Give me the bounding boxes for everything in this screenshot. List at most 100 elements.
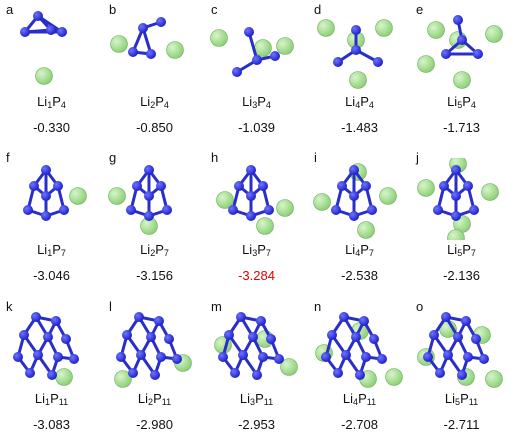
formula-p-n: 4	[368, 100, 374, 110]
cluster-formula: Li2P7	[103, 242, 206, 258]
formula-p: P	[155, 94, 164, 109]
cluster-formula: Li4P7	[308, 242, 411, 258]
phosphorus-atom	[252, 370, 262, 380]
panel-a: a Li1P4 -0.330	[0, 0, 103, 148]
binding-energy-value: -2.980	[136, 417, 173, 432]
lithium-atom	[280, 358, 298, 376]
formula-li-n: 5	[457, 100, 463, 110]
lithium-atom	[114, 370, 132, 388]
lithium-atom	[417, 179, 435, 197]
cluster-formula: Li2P4	[103, 94, 206, 110]
phosphorus-atom	[47, 370, 57, 380]
cluster-formula: Li1P11	[0, 391, 103, 407]
phosphorus-atom	[126, 205, 136, 215]
phosphorus-atom	[451, 191, 461, 201]
formula-p: P	[257, 242, 266, 257]
lithium-atom	[276, 37, 294, 55]
lithium-atom	[485, 370, 503, 388]
panel-n: n Li4P11 -2.708	[308, 297, 411, 445]
formula-li-n: 3	[252, 248, 258, 258]
formula-li-n: 1	[47, 100, 53, 110]
formula-li: Li	[34, 391, 46, 406]
binding-energy-value: -3.284	[238, 268, 275, 283]
phosphorus-atom	[457, 370, 467, 380]
formula-p-n: 11	[58, 397, 69, 407]
lithium-atom	[417, 55, 435, 73]
formula-p: P	[460, 391, 469, 406]
panel-letter: o	[416, 299, 424, 314]
phosphorus-atom	[144, 165, 154, 175]
panel-letter: g	[109, 150, 117, 165]
panel-h: h Li3P7 -3.284	[205, 148, 308, 296]
cluster-formula: Li3P11	[205, 391, 308, 407]
formula-p: P	[155, 242, 164, 257]
formula-p-n: 7	[368, 248, 374, 258]
cluster-formula: Li1P7	[0, 242, 103, 258]
panel-d: d Li4P4 -1.483	[308, 0, 411, 148]
panel-k: k Li1P11 -3.083	[0, 297, 103, 445]
binding-energy-value: -3.046	[33, 268, 70, 283]
formula-li: Li	[140, 242, 151, 257]
phosphorus-atom	[23, 205, 33, 215]
phosphorus-atom	[25, 368, 35, 378]
formula-p: P	[50, 391, 59, 406]
phosphorus-atom	[164, 334, 174, 344]
lithium-atom	[313, 193, 331, 211]
phosphorus-atom	[337, 181, 347, 191]
cluster-formula: Li3P4	[205, 94, 308, 110]
formula-li: Li	[37, 242, 48, 257]
lithium-atom	[375, 19, 393, 37]
panel-b: b Li2P4 -0.850	[103, 0, 206, 148]
lithium-atom	[69, 187, 87, 205]
lithium-atom	[256, 217, 274, 235]
formula-p: P	[257, 94, 266, 109]
lithium-atom	[55, 368, 73, 386]
phosphorus-atom	[252, 55, 262, 65]
phosphorus-atom	[341, 350, 351, 360]
phosphorus-atom	[373, 57, 383, 67]
panel-letter: i	[314, 150, 317, 165]
binding-energy-value: -0.850	[136, 120, 173, 135]
phosphorus-atom	[132, 181, 142, 191]
cluster-formula: Li4P11	[308, 391, 411, 407]
phosphorus-atom	[270, 51, 280, 61]
formula-p-n: 7	[163, 248, 169, 258]
panel-letter: b	[109, 2, 117, 17]
lithium-atom	[453, 71, 471, 89]
cluster-formula: Li2P11	[103, 391, 206, 407]
formula-p-n: 7	[265, 248, 271, 258]
phosphorus-atom	[246, 165, 256, 175]
formula-p: P	[462, 242, 471, 257]
phosphorus-atom	[355, 370, 365, 380]
formula-p-n: 7	[60, 248, 66, 258]
phosphorus-atom	[41, 165, 51, 175]
phosphorus-atom	[361, 181, 371, 191]
phosphorus-atom	[327, 330, 337, 340]
formula-p: P	[255, 391, 264, 406]
panel-f: f Li1P7 -3.046	[0, 148, 103, 296]
panel-letter: m	[211, 299, 222, 314]
formula-li: Li	[37, 94, 48, 109]
phosphorus-atom	[230, 368, 240, 378]
lithium-atom	[166, 41, 184, 59]
cluster-formula: Li3P7	[205, 242, 308, 258]
formula-li: Li	[239, 391, 251, 406]
cluster-structure	[317, 19, 393, 89]
formula-p: P	[462, 94, 471, 109]
phosphorus-atom	[248, 332, 258, 342]
formula-li-n: 2	[150, 248, 156, 258]
phosphorus-atom	[33, 11, 43, 21]
phosphorus-atom	[331, 205, 341, 215]
lithium-atom	[447, 229, 465, 240]
phosphorus-atom	[264, 205, 274, 215]
phosphorus-atom	[377, 354, 387, 364]
cluster-structure	[417, 312, 503, 388]
binding-energy-value: -1.039	[238, 120, 275, 135]
cluster-structure	[114, 312, 192, 388]
phosphorus-atom	[461, 316, 471, 326]
phosphorus-atom	[144, 211, 154, 221]
formula-li-n: 1	[47, 248, 53, 258]
formula-p: P	[358, 391, 367, 406]
lithium-atom	[110, 35, 128, 53]
phosphorus-atom	[367, 205, 377, 215]
